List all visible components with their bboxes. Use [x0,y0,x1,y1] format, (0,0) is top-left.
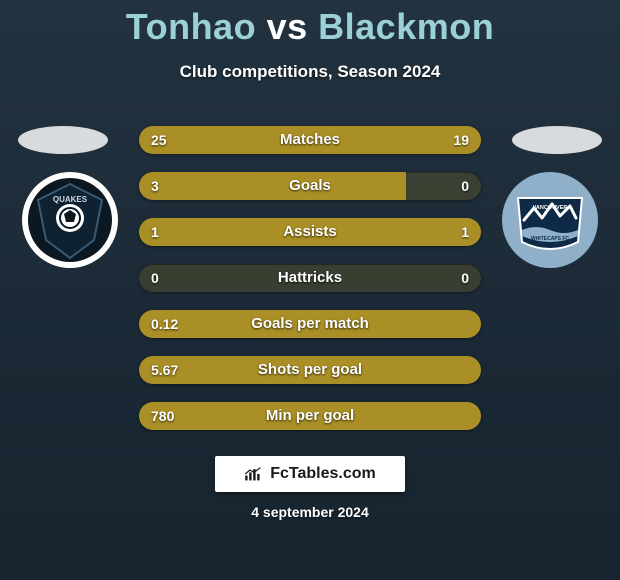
stat-value-right: 0 [461,264,469,292]
stat-row: 3Goals0 [139,172,481,200]
brand-badge: FcTables.com [215,456,405,492]
comparison-bars: 25Matches193Goals01Assists10Hattricks00.… [139,126,481,430]
page-title: Tonhao vs Blackmon [0,0,620,48]
stat-row: 0.12Goals per match [139,310,481,338]
whitecaps-crest-icon: WHITECAPS FC VANCOUVER [500,170,600,270]
svg-text:QUAKES: QUAKES [53,195,88,204]
stat-label: Goals [139,172,481,200]
player2-name: Blackmon [318,6,494,47]
quakes-crest-icon: QUAKES [20,170,120,270]
stat-row: 1Assists1 [139,218,481,246]
stat-label: Assists [139,218,481,246]
stat-label: Shots per goal [139,356,481,384]
stat-value-right: 1 [461,218,469,246]
stat-label: Goals per match [139,310,481,338]
stat-label: Min per goal [139,402,481,430]
subtitle: Club competitions, Season 2024 [0,62,620,82]
player2-shadow-ellipse [512,126,602,154]
player1-name: Tonhao [126,6,256,47]
team-crest-right: WHITECAPS FC VANCOUVER [500,170,600,270]
stat-row: 25Matches19 [139,126,481,154]
player1-shadow-ellipse [18,126,108,154]
stat-row: 5.67Shots per goal [139,356,481,384]
brand-text: FcTables.com [270,465,376,483]
stat-label: Matches [139,126,481,154]
bar-chart-icon [244,466,264,482]
stat-value-right: 0 [461,172,469,200]
stat-row: 0Hattricks0 [139,264,481,292]
svg-text:VANCOUVER: VANCOUVER [533,205,568,211]
stat-label: Hattricks [139,264,481,292]
stat-value-right: 19 [453,126,469,154]
vs-text: vs [267,6,308,47]
date-text: 4 september 2024 [0,504,620,520]
svg-text:WHITECAPS FC: WHITECAPS FC [531,236,569,242]
stat-row: 780Min per goal [139,402,481,430]
team-crest-left: QUAKES [20,170,120,270]
